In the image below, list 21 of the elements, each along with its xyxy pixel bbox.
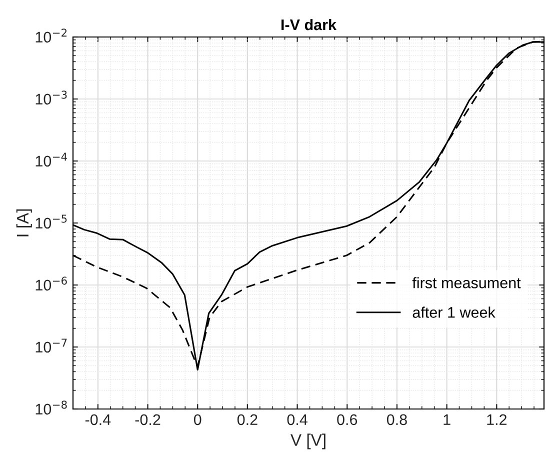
x-tick-label: -0.4 (85, 414, 111, 426)
x-tick-label: 0 (194, 414, 202, 426)
y-tick-label: 10$^{−2}$ (36, 28, 67, 43)
y-axis-title: I [A] (16, 209, 32, 236)
x-tick-label: -0.2 (135, 414, 160, 426)
legend-label: after 1 week (412, 306, 496, 318)
y-tick-label: 10$^{−7}$ (36, 338, 67, 353)
x-axis-title: V [V] (290, 434, 326, 450)
x-tick-label: 0.4 (287, 414, 308, 426)
y-tick-label: 10$^{−8}$ (36, 400, 67, 415)
x-tick-label: 0.8 (386, 414, 407, 426)
x-tick-label: 1 (444, 414, 450, 425)
legend-label: first measument (412, 277, 521, 288)
x-tick-label: 0.6 (337, 414, 358, 426)
x-tick-label: 1.2 (487, 414, 507, 425)
y-tick-label: 10$^{−5}$ (36, 214, 67, 229)
y-tick-label: 10$^{−4}$ (36, 152, 67, 167)
y-tick-label: 10$^{−6}$ (36, 276, 67, 291)
y-tick-label: 10$^{−3}$ (36, 90, 67, 105)
x-tick-label: 0.2 (237, 414, 258, 426)
chart-title: I-V dark (282, 18, 337, 30)
